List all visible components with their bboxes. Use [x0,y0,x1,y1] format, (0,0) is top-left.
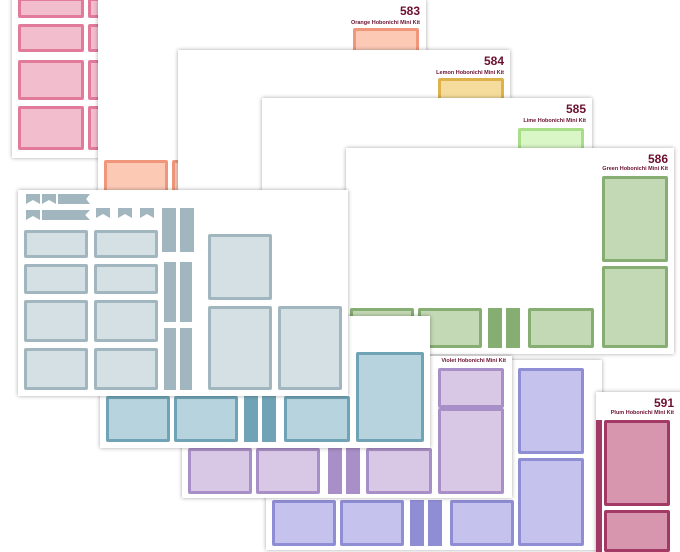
sticker-box [18,60,84,100]
sticker-box [256,448,320,494]
washi-strip [346,448,360,494]
sticker-box [518,368,584,454]
washi-strip [596,420,602,552]
sheet-number: 583 [399,4,420,18]
sticker-box [272,500,336,546]
washi-strip [180,328,192,390]
washi-strip [488,308,502,348]
kit-label: Lime Hobonichi Mini Kit [523,118,586,124]
sticker-box [24,300,88,342]
sticker-box [18,24,84,52]
washi-strip [506,308,520,348]
flag-icon [26,210,40,220]
flag-icon [140,208,154,218]
flag-icon [26,194,40,204]
kit-label: Violet Hobonichi Mini Kit [441,358,506,364]
flag-icon [42,194,56,204]
washi-strip [42,210,90,220]
washi-strip [244,396,258,442]
sticker-box [356,352,424,442]
sticker-box [106,396,170,442]
sticker-box [188,448,252,494]
washi-strip [58,194,90,204]
washi-strip [162,208,176,252]
washi-strip [164,328,176,390]
sticker-box [24,230,88,258]
sticker-box [450,500,514,546]
sticker-box [278,306,342,390]
sticker-sheet-gray [18,190,348,396]
kit-label: Lemon Hobonichi Mini Kit [436,70,504,76]
sticker-sheet-plum: 591 Plum Hobonichi Mini Kit [596,392,680,552]
sticker-box [94,300,158,342]
sticker-box [366,448,432,494]
sheet-number: 586 [647,152,668,166]
sheet-number: 585 [565,102,586,116]
flag-icon [96,208,110,218]
flag-icon [118,208,132,218]
washi-strip [164,262,176,322]
washi-strip [180,208,194,252]
sticker-box [94,348,158,390]
kit-label: Plum Hobonichi Mini Kit [610,410,674,416]
sticker-box [602,176,668,262]
sticker-box [174,396,238,442]
kit-label: Green Hobonichi Mini Kit [602,166,668,172]
washi-strip [262,396,276,442]
sticker-box [94,264,158,294]
washi-strip [410,500,424,546]
sticker-box [24,264,88,294]
sticker-box [518,458,584,546]
sticker-box [94,230,158,258]
sticker-box [528,308,594,348]
sticker-box [284,396,350,442]
sheet-number: 584 [483,54,504,68]
sticker-box [18,0,84,18]
sticker-box [340,500,404,546]
sticker-box [604,510,670,552]
washi-strip [180,262,192,322]
sticker-box [602,266,668,348]
sticker-box [438,368,504,408]
sticker-box [24,348,88,390]
washi-strip [428,500,442,546]
sticker-box [18,106,84,150]
washi-strip [328,448,342,494]
sticker-box [604,420,670,506]
sheet-number: 591 [653,396,674,410]
sticker-box [208,306,272,390]
kit-label: Orange Hobonichi Mini Kit [350,20,420,26]
sticker-box [438,408,504,494]
sticker-box [208,234,272,300]
sticker-sheet-green: 586 Green Hobonichi Mini Kit [346,148,674,354]
